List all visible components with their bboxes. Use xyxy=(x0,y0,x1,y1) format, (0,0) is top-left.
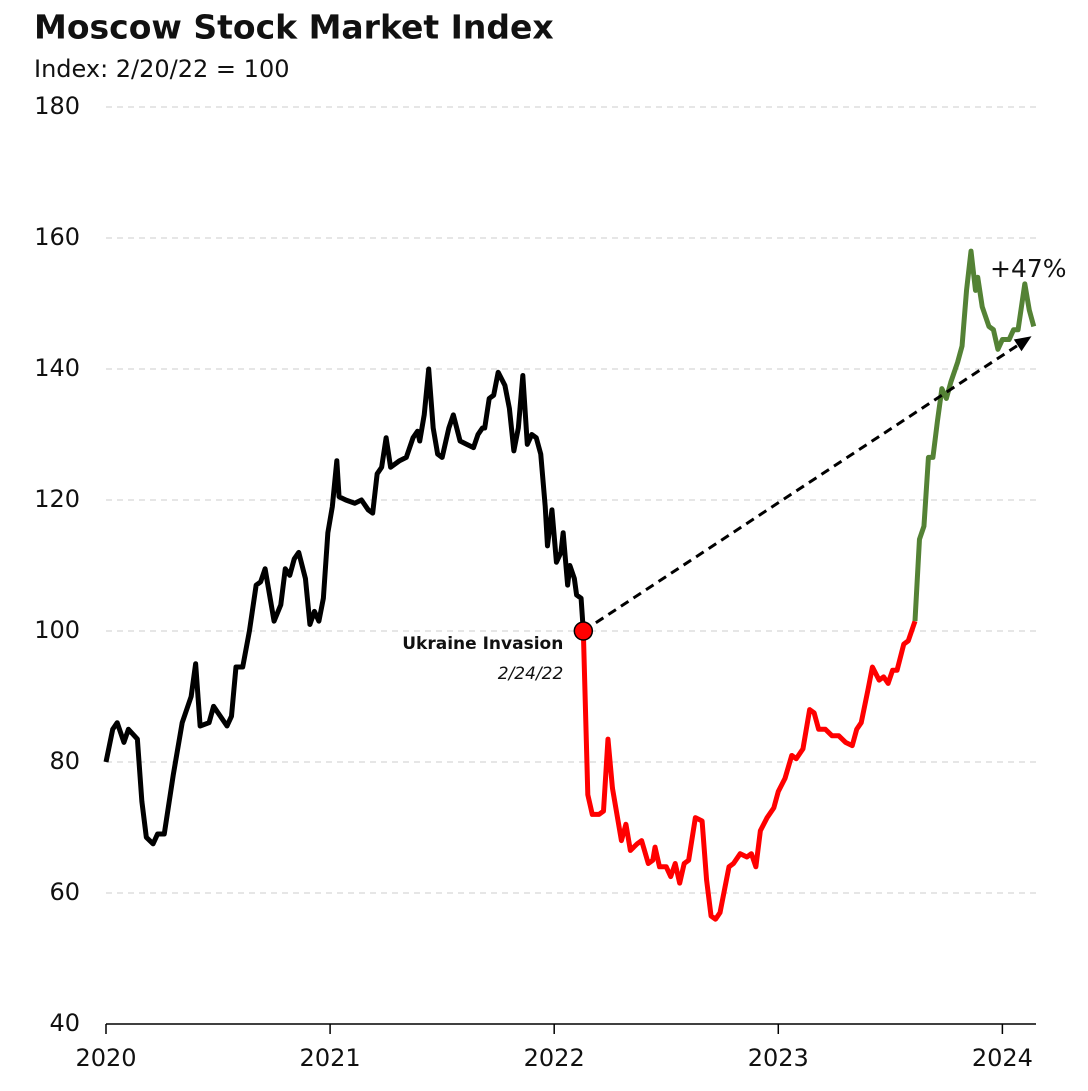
annotation-label: +47% xyxy=(990,254,1067,283)
invasion-point xyxy=(573,621,594,641)
line-series xyxy=(912,248,1037,622)
line-series xyxy=(580,620,918,922)
y-tick-label: 80 xyxy=(49,747,80,775)
y-tick-label: 100 xyxy=(34,616,80,644)
y-tick-label: 180 xyxy=(34,92,80,120)
chart-title: Moscow Stock Market Index xyxy=(34,8,554,47)
y-tick-label: 120 xyxy=(34,485,80,513)
arrow-head xyxy=(1013,336,1032,352)
y-tick-label: 160 xyxy=(34,223,80,251)
x-tick-label: 2024 xyxy=(972,1044,1033,1072)
line-series xyxy=(103,366,586,847)
x-tick-label: 2020 xyxy=(75,1044,136,1072)
arrow-line xyxy=(582,340,1024,633)
y-tick-label: 140 xyxy=(34,354,80,382)
x-tick-label: 2022 xyxy=(524,1044,585,1072)
y-tick-label: 40 xyxy=(49,1009,80,1037)
annotation-sublabel: 2/24/22 xyxy=(498,664,564,684)
y-tick-label: 60 xyxy=(49,878,80,906)
x-tick-label: 2023 xyxy=(748,1044,809,1072)
x-tick-label: 2021 xyxy=(300,1044,361,1072)
annotation-label: Ukraine Invasion xyxy=(402,634,563,654)
chart-subtitle: Index: 2/20/22 = 100 xyxy=(34,55,289,83)
